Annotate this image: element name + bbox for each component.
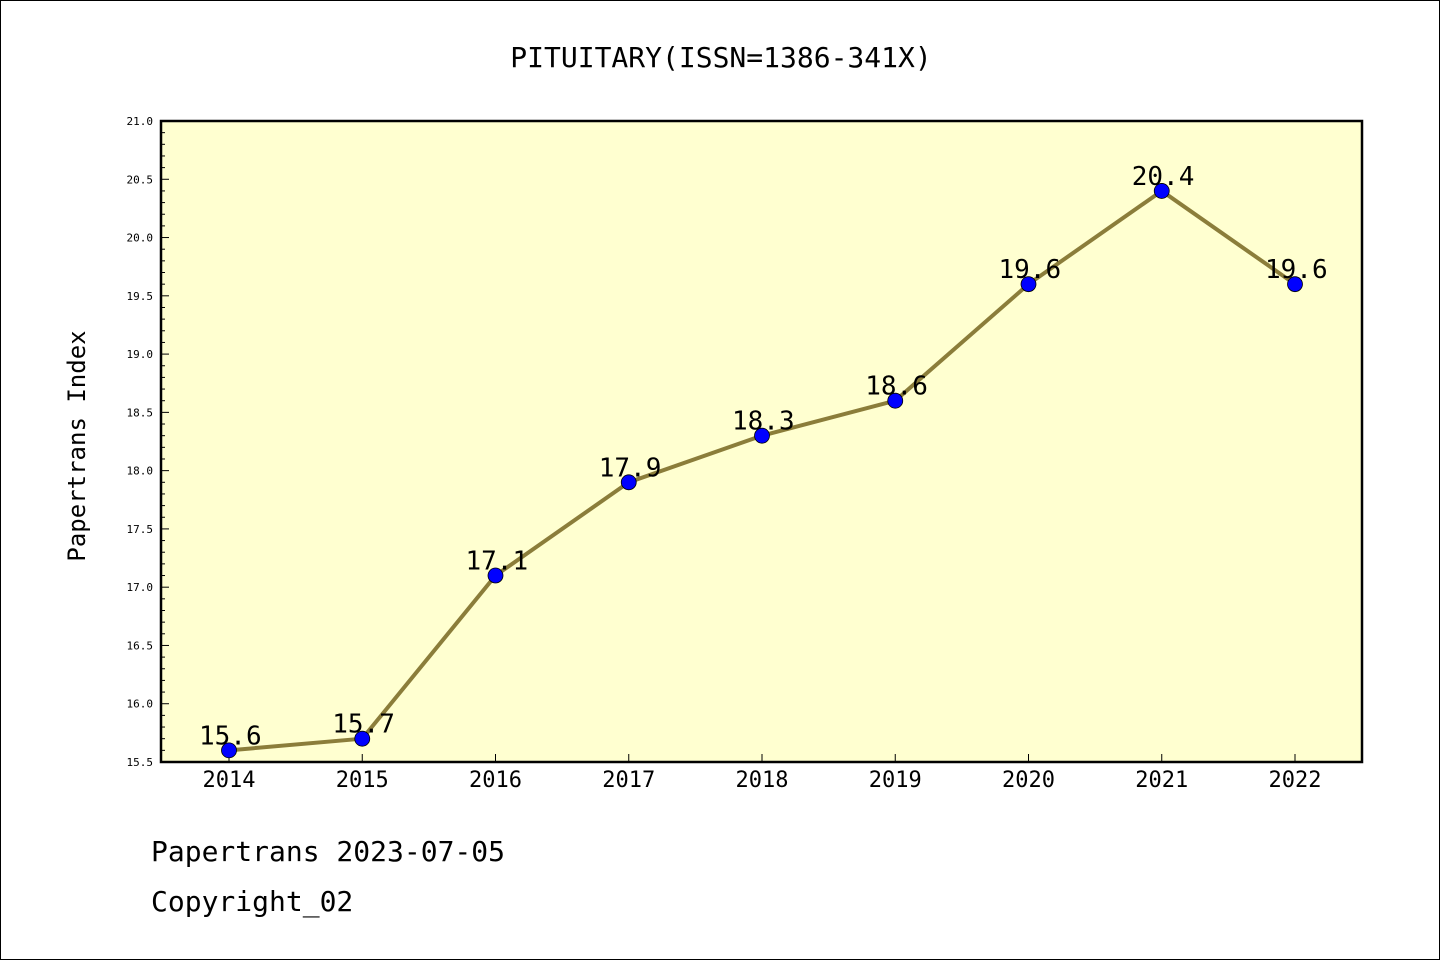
x-tick-label: 2022 (1269, 768, 1322, 793)
y-tick-label: 21.0 (127, 115, 154, 128)
data-label: 18.6 (865, 372, 928, 402)
data-point-marker (1020, 276, 1037, 293)
data-label: 19.6 (1265, 255, 1328, 285)
data-point-marker (354, 730, 371, 747)
series-layer (221, 183, 1303, 759)
data-label: 18.3 (732, 407, 795, 437)
data-point-marker (221, 742, 237, 759)
x-tick-label: 2017 (602, 768, 655, 793)
y-tick-label: 16.5 (127, 639, 154, 652)
data-point-marker (1153, 183, 1170, 199)
data-label: 17.9 (599, 453, 662, 483)
x-tick-label: 2021 (1135, 768, 1188, 793)
data-label: 17.1 (466, 547, 529, 577)
data-label: 15.6 (199, 721, 262, 751)
footer-date: Papertrans 2023-07-05 (151, 835, 506, 868)
data-point-marker (754, 427, 770, 444)
y-axis: 15.5 16.0 16.5 17.0 17.5 18.0 18.5 19.0 19.5 20.0… (127, 115, 169, 769)
data-point-marker (487, 567, 504, 584)
x-tick-label: 2015 (336, 768, 389, 793)
x-tick-label: 2019 (869, 768, 922, 793)
y-tick-label: 15.5 (127, 756, 154, 769)
y-tick-label: 18.0 (127, 465, 154, 478)
data-label: 19.6 (999, 255, 1062, 285)
y-tick-label: 17.0 (127, 581, 154, 594)
x-tick-label: 2018 (736, 768, 789, 793)
y-tick-label: 20.5 (127, 173, 154, 186)
y-tick-label: 17.5 (127, 523, 154, 536)
data-point-marker (887, 392, 904, 409)
data-label: 15.7 (332, 710, 395, 740)
footer-copyright: Copyright_02 (151, 885, 354, 918)
x-axis: 2014 2015 2016 2017 2018 2019 2020 2021 2022 (203, 754, 1322, 793)
x-tick-label: 2014 (203, 768, 256, 793)
data-label: 20.4 (1132, 162, 1195, 192)
data-point-marker (1287, 276, 1303, 293)
y-tick-label: 19.5 (127, 290, 154, 303)
x-tick-label: 2016 (469, 768, 522, 793)
data-labels-layer: 15.6 15.7 17.1 17.9 18.3 18.6 19.6 20.4 19.6 (199, 162, 1328, 751)
y-tick-label: 18.5 (127, 406, 154, 419)
x-tick-label: 2020 (1002, 768, 1055, 793)
y-tick-label: 20.0 (127, 232, 154, 245)
chart-title: PITUITARY(ISSN=1386-341X) (510, 41, 931, 74)
y-tick-label: 16.0 (127, 698, 154, 711)
y-tick-label: 19.0 (127, 348, 154, 361)
y-axis-label: Papertrans Index (63, 330, 91, 561)
data-point-marker (620, 474, 637, 491)
